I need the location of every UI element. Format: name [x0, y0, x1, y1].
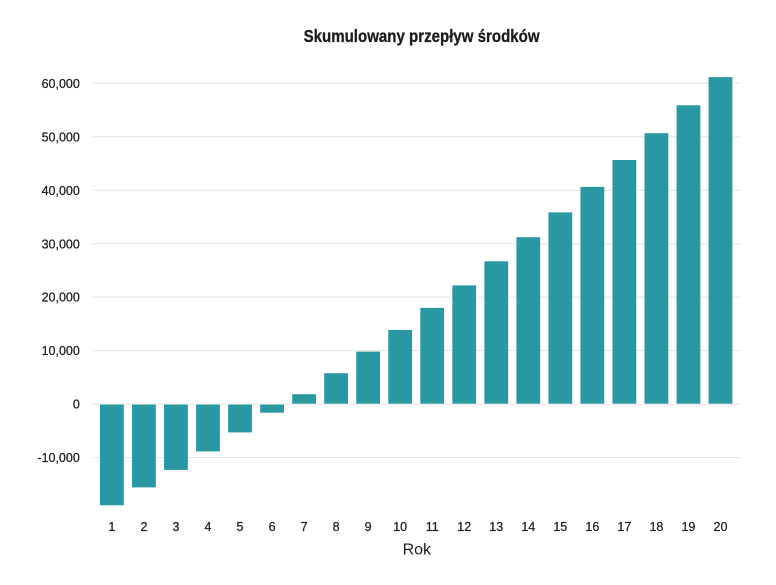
svg-text:50,000: 50,000 [42, 130, 80, 144]
svg-text:0: 0 [73, 398, 80, 412]
svg-text:10,000: 10,000 [42, 344, 80, 358]
svg-text:Rok: Rok [403, 542, 432, 559]
svg-text:14: 14 [521, 520, 535, 534]
svg-text:18: 18 [649, 520, 663, 534]
svg-text:16: 16 [585, 520, 599, 534]
svg-text:19: 19 [681, 520, 695, 534]
svg-text:8: 8 [333, 520, 340, 534]
svg-text:Skumulowany przepływ środków: Skumulowany przepływ środków [304, 26, 540, 46]
svg-text:1: 1 [108, 520, 115, 534]
svg-text:17: 17 [617, 520, 631, 534]
svg-text:3: 3 [172, 520, 179, 534]
svg-text:2: 2 [140, 520, 147, 534]
svg-text:20,000: 20,000 [42, 291, 80, 305]
svg-text:12: 12 [457, 520, 471, 534]
svg-text:10: 10 [393, 520, 407, 534]
svg-text:-10,000: -10,000 [37, 451, 79, 465]
svg-text:60,000: 60,000 [42, 77, 80, 91]
svg-text:5: 5 [237, 520, 244, 534]
svg-text:30,000: 30,000 [42, 237, 80, 251]
svg-text:11: 11 [426, 520, 439, 534]
svg-text:7: 7 [301, 520, 308, 534]
svg-text:6: 6 [269, 520, 276, 534]
svg-text:13: 13 [489, 520, 503, 534]
svg-text:40,000: 40,000 [42, 184, 80, 198]
svg-text:15: 15 [553, 520, 567, 534]
svg-text:20: 20 [714, 520, 728, 534]
svg-text:9: 9 [365, 520, 372, 534]
svg-text:4: 4 [205, 520, 212, 534]
